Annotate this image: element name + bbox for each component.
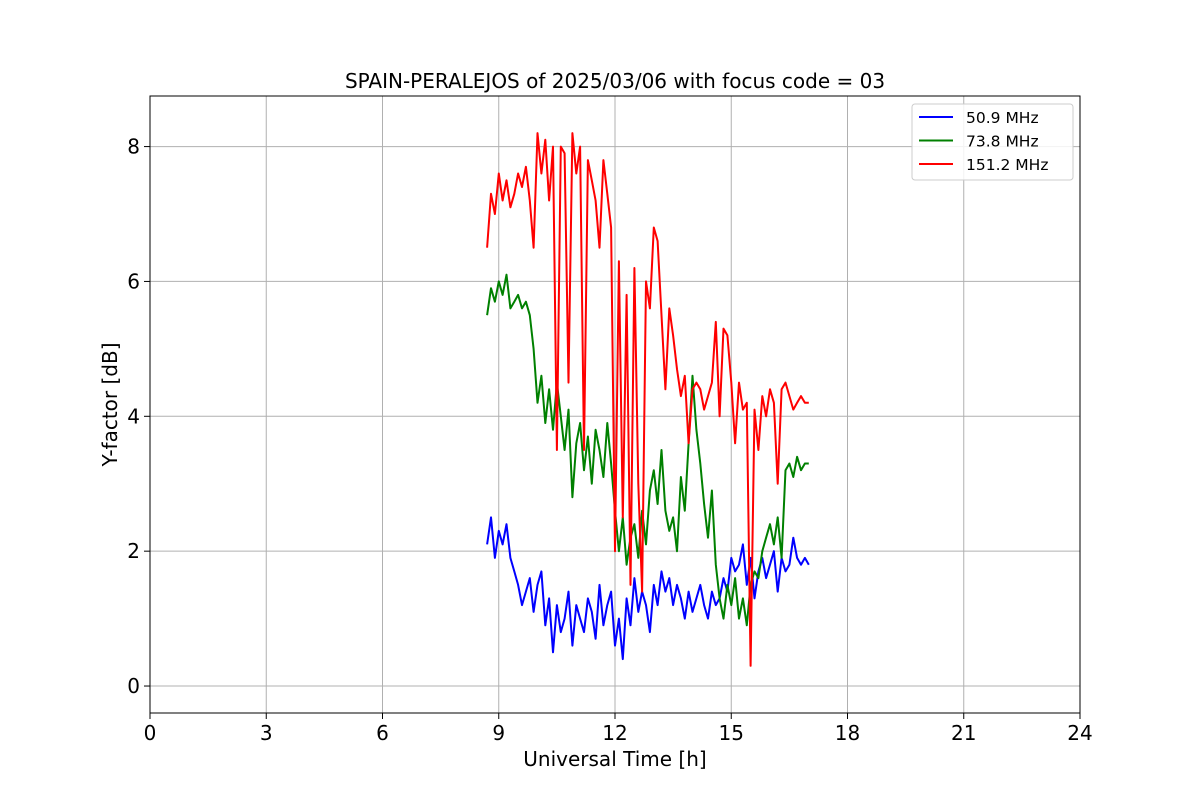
x-tick-label: 24 bbox=[1067, 721, 1092, 745]
y-tick-label: 0 bbox=[127, 674, 140, 698]
legend-label-2: 151.2 MHz bbox=[966, 156, 1048, 174]
y-axis-label: Y-factor [dB] bbox=[98, 342, 122, 467]
x-tick-label: 21 bbox=[951, 721, 976, 745]
legend-label-1: 73.8 MHz bbox=[966, 133, 1039, 151]
series-line-0 bbox=[486, 516, 810, 661]
x-tick-label: 9 bbox=[492, 721, 505, 745]
x-axis-label: Universal Time [h] bbox=[523, 747, 706, 771]
x-tick-label: 0 bbox=[144, 721, 157, 745]
y-tick-label: 2 bbox=[127, 539, 140, 563]
x-tick-label: 15 bbox=[719, 721, 744, 745]
y-tick-label: 4 bbox=[127, 404, 140, 428]
chart-title: SPAIN-PERALEJOS of 2025/03/06 with focus… bbox=[345, 69, 885, 93]
legend-frame bbox=[911, 103, 1074, 181]
y-tick-label: 6 bbox=[127, 269, 140, 293]
y-tick-label: 8 bbox=[127, 135, 140, 159]
x-tick-label: 6 bbox=[376, 721, 389, 745]
series-layer bbox=[486, 132, 810, 667]
legend-label-0: 50.9 MHz bbox=[966, 109, 1039, 127]
x-tick-label: 3 bbox=[260, 721, 273, 745]
x-tick-label: 18 bbox=[835, 721, 860, 745]
legend: 50.9 MHz 73.8 MHz 151.2 MHz bbox=[911, 103, 1074, 181]
x-tick-label: 12 bbox=[602, 721, 627, 745]
series-line-1 bbox=[486, 273, 809, 627]
series-line-2 bbox=[486, 132, 809, 667]
